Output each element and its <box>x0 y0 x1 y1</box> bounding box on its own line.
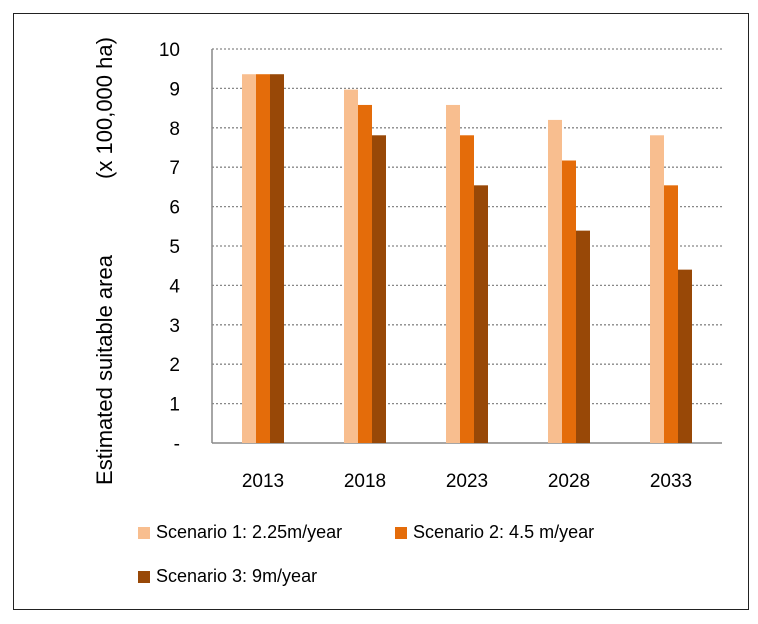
y-tick-label: 10 <box>159 40 180 61</box>
y-tick-label: 9 <box>169 79 180 100</box>
bar-2018-series-2 <box>358 104 372 443</box>
y-tick-label: 8 <box>169 119 180 140</box>
bar-2013-series-3 <box>270 74 284 443</box>
y-tick-label: 4 <box>169 276 180 297</box>
legend-item-scenario-1: Scenario 1: 2.25m/year <box>138 522 342 543</box>
x-tick-label: 2023 <box>446 471 488 492</box>
bar-2013-series-2 <box>256 74 270 443</box>
bar-2033-series-3 <box>678 269 692 443</box>
bar-2013-series-1 <box>242 74 256 443</box>
bar-2028-series-3 <box>576 230 590 443</box>
bar-2023-series-2 <box>460 135 474 443</box>
legend-swatch <box>138 570 150 583</box>
bar-2033-series-1 <box>650 135 664 443</box>
legend-swatch <box>138 526 150 539</box>
y-tick-label: 3 <box>169 316 180 337</box>
chart-frame <box>13 13 749 610</box>
x-tick-label: 2013 <box>242 471 284 492</box>
bar-2023-series-1 <box>446 104 460 443</box>
y-tick-label: - <box>174 434 180 455</box>
legend-item-scenario-2: Scenario 2: 4.5 m/year <box>395 522 594 543</box>
legend-swatch <box>395 526 407 539</box>
bar-2028-series-2 <box>562 160 576 443</box>
y-tick-label: 1 <box>169 395 180 416</box>
legend-label: Scenario 1: 2.25m/year <box>156 522 343 542</box>
x-tick-label: 2033 <box>650 471 692 492</box>
bar-2023-series-3 <box>474 185 488 443</box>
bar-2033-series-2 <box>664 185 678 443</box>
legend-label: Scenario 3: 9m/year <box>156 566 318 586</box>
y-tick-label: 2 <box>169 355 180 376</box>
legend-item-scenario-3: Scenario 3: 9m/year <box>138 566 317 587</box>
legend-label: Scenario 2: 4.5 m/year <box>413 522 595 542</box>
x-tick-label: 2028 <box>548 471 590 492</box>
x-tick-label: 2018 <box>344 471 386 492</box>
y-tick-label: 5 <box>169 237 180 258</box>
y-axis-unit: (x 100,000 ha) <box>92 37 117 179</box>
bar-2018-series-1 <box>344 89 358 443</box>
y-tick-label: 7 <box>169 158 180 179</box>
y-tick-label: 6 <box>169 198 180 219</box>
bar-2028-series-1 <box>548 119 562 444</box>
y-axis-label: Estimated suitable area <box>92 254 117 485</box>
bar-2018-series-3 <box>372 135 386 443</box>
